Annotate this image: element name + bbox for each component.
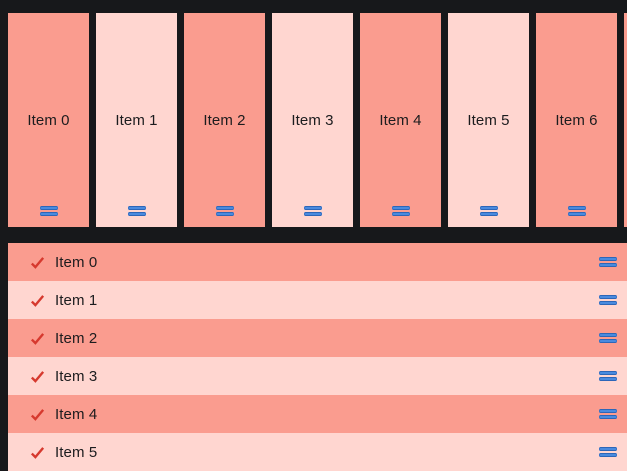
list-item-label: Item 2 [55, 329, 98, 347]
drag-handle-icon[interactable] [599, 371, 617, 381]
drag-handle-icon[interactable] [599, 409, 617, 419]
list-item[interactable]: Item 1 [8, 281, 627, 319]
drag-handle-icon[interactable] [391, 206, 410, 216]
drag-handle-icon[interactable] [215, 206, 234, 216]
drag-handle-icon[interactable] [39, 206, 58, 216]
list-item-label: Item 5 [55, 443, 98, 461]
check-icon [30, 446, 45, 459]
sortable-card[interactable]: Item 3 [272, 13, 353, 227]
drag-handle-icon[interactable] [127, 206, 146, 216]
list-item[interactable]: Item 2 [8, 319, 627, 357]
drag-handle-icon[interactable] [599, 333, 617, 343]
card-label: Item 6 [555, 111, 598, 129]
list-item-label: Item 0 [55, 253, 98, 271]
card-label: Item 2 [203, 111, 246, 129]
drag-handle-icon[interactable] [303, 206, 322, 216]
sortable-card[interactable]: Item 6 [536, 13, 617, 227]
list-item-label: Item 1 [55, 291, 98, 309]
sortable-card[interactable]: Item 2 [184, 13, 265, 227]
sortable-card-partial[interactable] [624, 13, 627, 227]
check-icon [30, 370, 45, 383]
list-item-label: Item 4 [55, 405, 98, 423]
card-board: Item 0 Item 1 Item 2 Item 3 Item 4 Item … [8, 13, 627, 227]
drag-handle-icon[interactable] [567, 206, 586, 216]
card-label: Item 5 [467, 111, 510, 129]
sortable-card[interactable]: Item 0 [8, 13, 89, 227]
sortable-card[interactable]: Item 1 [96, 13, 177, 227]
drag-handle-icon[interactable] [479, 206, 498, 216]
check-icon [30, 408, 45, 421]
sortable-card[interactable]: Item 4 [360, 13, 441, 227]
card-label: Item 1 [115, 111, 158, 129]
list-item[interactable]: Item 5 [8, 433, 627, 471]
sortable-list: Item 0 Item 1 Item 2 Item 3 Item 4 Item … [8, 243, 627, 471]
list-item[interactable]: Item 0 [8, 243, 627, 281]
list-item-label: Item 3 [55, 367, 98, 385]
list-item[interactable]: Item 4 [8, 395, 627, 433]
check-icon [30, 294, 45, 307]
card-label: Item 0 [27, 111, 70, 129]
drag-handle-icon[interactable] [599, 257, 617, 267]
check-icon [30, 256, 45, 269]
list-item[interactable]: Item 3 [8, 357, 627, 395]
sortable-card[interactable]: Item 5 [448, 13, 529, 227]
card-label: Item 4 [379, 111, 422, 129]
check-icon [30, 332, 45, 345]
drag-handle-icon[interactable] [599, 447, 617, 457]
drag-handle-icon[interactable] [599, 295, 617, 305]
card-label: Item 3 [291, 111, 334, 129]
